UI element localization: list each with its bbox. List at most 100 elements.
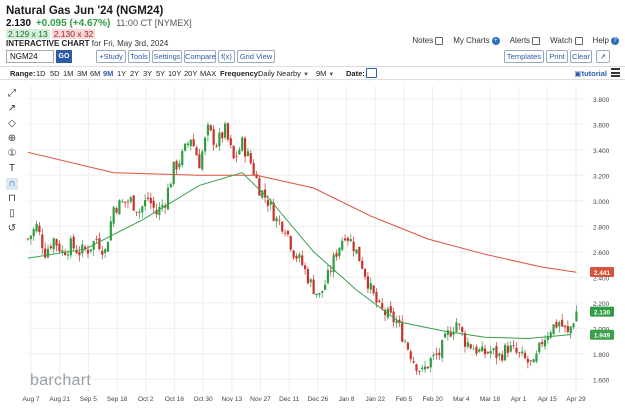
candle-body — [209, 125, 212, 131]
range-1m[interactable]: 1M — [63, 69, 74, 78]
range-3m[interactable]: 3M — [77, 69, 88, 78]
clear-button[interactable]: Clear — [570, 50, 592, 63]
candle-body — [226, 123, 230, 140]
candle-body — [306, 269, 310, 284]
candle-body — [189, 139, 192, 147]
candle-body — [263, 189, 267, 198]
x-tick-label: Apr 15 — [538, 396, 558, 403]
range-20y[interactable]: 20Y — [184, 69, 198, 78]
settings-button[interactable]: Settings — [152, 50, 182, 63]
mycharts-link[interactable]: My Charts + — [453, 36, 500, 45]
fib-tool-icon[interactable]: ⊕ — [7, 133, 17, 144]
period-select[interactable]: 9M ▼ — [316, 69, 334, 78]
range-bar: Range: 1D 5D 1M 3M 6M 9M 1Y 2Y 3Y 5Y 10Y… — [0, 66, 625, 80]
candle-body — [258, 178, 261, 196]
x-tick-label: Feb 5 — [396, 396, 413, 403]
candle-body — [518, 352, 521, 354]
candle-body — [135, 211, 138, 213]
candle-body — [261, 190, 264, 198]
lock-tool-icon[interactable]: ⊓ — [8, 193, 16, 204]
candle-body — [515, 347, 518, 353]
go-button[interactable]: GO — [56, 50, 72, 63]
candle-body — [64, 251, 67, 256]
trash-tool-icon[interactable]: ▯ — [9, 208, 15, 219]
candle-body — [346, 237, 350, 241]
x-tick-label: Feb 20 — [422, 396, 443, 403]
candle-body — [409, 351, 412, 360]
x-tick-label: Oct 2 — [138, 396, 154, 403]
templates-button[interactable]: Templates — [504, 50, 544, 63]
range-3y[interactable]: 3Y — [143, 69, 153, 78]
notes-link[interactable]: Notes — [412, 36, 444, 45]
candle-body — [26, 238, 30, 240]
candle-body — [215, 145, 218, 147]
range-10y[interactable]: 10Y — [168, 69, 182, 78]
candle-body — [144, 199, 147, 207]
candle-body — [109, 221, 112, 241]
candle-body — [81, 244, 84, 254]
y-tick-label: 2.000 — [593, 326, 610, 333]
magnet-tool-icon[interactable]: ∩ — [6, 178, 18, 190]
range-5y[interactable]: 5Y — [156, 69, 166, 78]
price-chart[interactable]: 3.800 3.600 3.400 3.200 3.000 2.800 2.600 2.400… — [0, 80, 625, 413]
bid-ask: 2.129 x 13 2.130 x 32 — [6, 29, 96, 39]
candle-body — [492, 348, 495, 351]
range-1y[interactable]: 1Y — [117, 69, 127, 78]
reset-tool-icon[interactable]: ↺ — [7, 223, 17, 234]
candle-body — [412, 361, 415, 363]
y-tick-label: 2.600 — [593, 250, 610, 257]
grid-view-button[interactable]: Grid View — [237, 50, 275, 63]
number-tool-icon[interactable]: ① — [7, 148, 17, 159]
candle-body — [363, 268, 367, 277]
candle-body — [429, 358, 432, 368]
print-button[interactable]: Print — [546, 50, 568, 63]
arrow-tool-icon[interactable]: ↗ — [7, 103, 17, 114]
menu-icon[interactable] — [611, 68, 620, 77]
candle-body — [355, 249, 358, 254]
tutorial-link[interactable]: ▣tutorial — [574, 69, 607, 78]
frequency-select[interactable]: Daily Nearby ▼ — [258, 69, 309, 78]
y-tick-label: 2.400 — [593, 275, 610, 282]
watch-link[interactable]: Watch — [550, 36, 583, 45]
candle-body — [361, 260, 364, 269]
candle-body — [184, 143, 187, 151]
fx-button[interactable]: f(x) — [218, 50, 235, 63]
candle-body — [401, 321, 404, 342]
study-button[interactable]: +Study — [96, 50, 126, 63]
alerts-link[interactable]: Alerts — [510, 36, 541, 45]
line-tool-icon[interactable]: ⤢ — [8, 88, 16, 99]
notes-label: Notes — [412, 36, 434, 45]
compare-button[interactable]: Compare — [184, 50, 216, 63]
tools-button[interactable]: Tools — [128, 50, 150, 63]
candle-body — [206, 124, 210, 136]
candle-body — [423, 366, 427, 370]
shape-tool-icon[interactable]: ◇ — [8, 118, 16, 129]
y-tick-label: 3.600 — [593, 122, 610, 129]
subtitle-date: for Fri, May 3rd, 2024 — [91, 39, 169, 48]
symbol-input[interactable]: NGM24 — [6, 50, 54, 63]
candle-body — [421, 367, 424, 369]
help-link[interactable]: Help? — [593, 36, 619, 45]
candle-body — [506, 345, 509, 353]
x-tick-label: Aug 21 — [49, 396, 70, 403]
candle-body — [152, 200, 155, 208]
x-tick-label: Jan 22 — [365, 396, 385, 403]
range-max[interactable]: MAX — [200, 69, 217, 78]
range-5d[interactable]: 5D — [50, 69, 60, 78]
range-6m[interactable]: 6M — [90, 69, 101, 78]
candle-body — [452, 331, 455, 335]
range-9m[interactable]: 9M — [103, 69, 114, 78]
candle-body — [309, 279, 312, 283]
candle-body — [124, 201, 127, 203]
calendar-icon[interactable] — [366, 68, 377, 78]
range-2y[interactable]: 2Y — [130, 69, 140, 78]
text-tool-icon[interactable]: T — [8, 163, 16, 174]
x-tick-label: Sep 18 — [107, 396, 128, 403]
candle-body — [66, 254, 70, 256]
range-1d[interactable]: 1D — [36, 69, 46, 78]
expand-button[interactable]: ↗ — [596, 50, 610, 63]
candle-body — [566, 326, 569, 332]
candle-body — [69, 238, 72, 256]
watch-label: Watch — [550, 36, 573, 45]
candle-body — [292, 250, 295, 258]
